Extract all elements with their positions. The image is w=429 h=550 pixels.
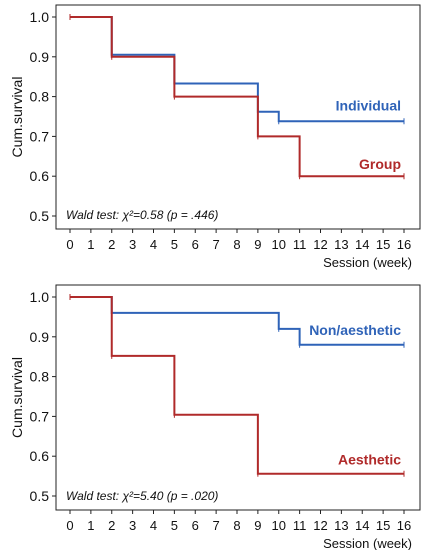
series-label-1: Individual [336,97,401,113]
wald-test-annotation: Wald test: χ²=5.40 (p = .020) [66,489,218,503]
y-tick-label: 1.0 [30,289,50,305]
y-tick-label: 0.7 [30,128,50,144]
x-tick-label: 6 [192,237,199,252]
x-tick-label: 3 [129,237,136,252]
x-tick-label: 11 [293,518,307,533]
x-tick-label: 16 [397,237,411,252]
y-tick-label: 0.9 [30,49,50,65]
y-tick-label: 0.5 [30,208,50,224]
y-tick-label: 0.8 [30,89,50,105]
x-tick-label: 5 [171,237,178,252]
plot-frame [55,4,421,230]
plot-frame [55,284,421,511]
x-tick-label: 5 [171,518,178,533]
x-tick-label: 15 [376,518,390,533]
chart-panel-1: 0.50.60.70.80.91.00 1 2 3 4 5 6 7 8 9 10 11 12 13 14 15… [9,4,421,270]
x-tick-label: 1 [87,237,94,252]
series-label-1: Non/aesthetic [309,322,401,338]
series-label-2: Aesthetic [338,452,401,468]
x-tick-label: 14 [355,237,369,252]
wald-test-annotation: Wald test: χ²=0.58 (p = .446) [66,208,218,222]
x-tick-label: 2 [108,518,115,533]
y-axis-title: Cum.survival [9,77,25,158]
x-tick-label: 3 [129,518,136,533]
series-label-2: Group [359,156,401,172]
x-tick-label: 8 [233,237,240,252]
chart-panel-2: 0.50.60.70.80.91.00 1 2 3 4 5 6 7 8 9 10 11 12 13 14 15… [9,284,421,550]
y-tick-label: 0.5 [30,488,50,504]
x-tick-label: 2 [108,237,115,252]
x-tick-label: 9 [254,237,261,252]
x-tick-label: 6 [192,518,199,533]
x-tick-label: 0 [66,237,73,252]
x-tick-label: 9 [254,518,261,533]
y-axis-title: Cum.survival [9,357,25,438]
x-tick-label: 0 [66,518,73,533]
y-tick-label: 0.8 [30,369,50,385]
x-tick-label: 12 [313,237,327,252]
y-tick-label: 0.9 [30,329,50,345]
x-tick-label: 7 [213,237,220,252]
x-axis-title: Session (week) [323,255,412,270]
y-tick-label: 0.7 [30,408,50,424]
series-line-2 [70,296,404,475]
x-tick-label: 11 [293,237,307,252]
x-tick-label: 13 [334,237,348,252]
x-tick-label: 15 [376,237,390,252]
x-tick-label: 13 [334,518,348,533]
x-tick-label: 12 [313,518,327,533]
x-tick-label: 7 [213,518,220,533]
y-tick-label: 1.0 [30,9,50,25]
y-tick-label: 0.6 [30,168,50,184]
x-axis-title: Session (week) [323,536,412,550]
x-tick-label: 1 [87,518,94,533]
x-tick-label: 4 [150,518,157,533]
x-tick-label: 16 [397,518,411,533]
series-line-2 [70,16,404,178]
x-tick-label: 10 [272,518,286,533]
x-tick-label: 14 [355,518,369,533]
y-tick-label: 0.6 [30,448,50,464]
x-tick-label: 10 [272,237,286,252]
x-tick-label: 8 [233,518,240,533]
x-tick-label: 4 [150,237,157,252]
